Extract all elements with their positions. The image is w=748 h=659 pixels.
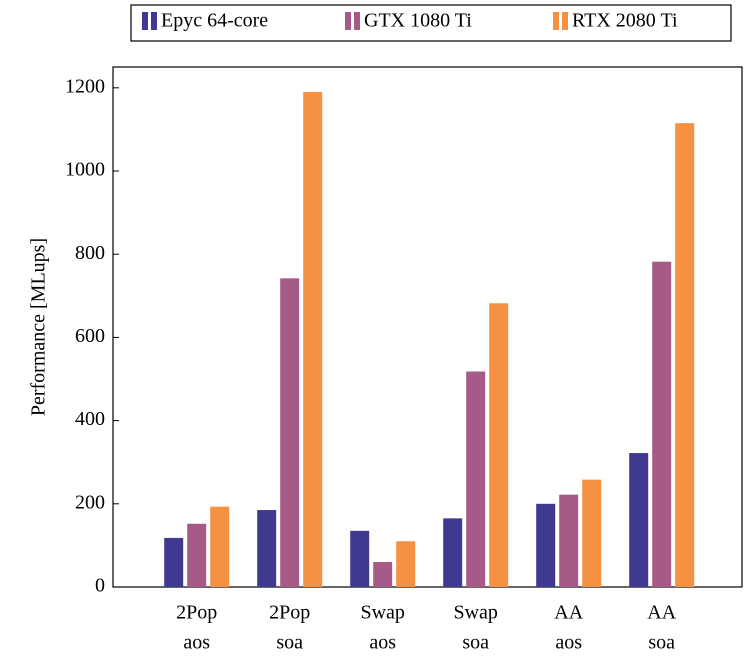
x-tick-label: aos xyxy=(183,632,210,654)
bar xyxy=(373,562,393,587)
legend-label: Epyc 64-core xyxy=(161,10,268,32)
legend-box xyxy=(130,4,732,42)
bar xyxy=(280,278,300,587)
bar xyxy=(536,503,556,587)
bar xyxy=(187,523,207,587)
plot-frame xyxy=(112,66,743,588)
y-tick-label: 200 xyxy=(75,491,105,513)
y-tick-label: 800 xyxy=(75,242,105,264)
y-tick-label: 0 xyxy=(95,575,105,597)
y-tick-label: 600 xyxy=(75,325,105,347)
bar xyxy=(443,518,463,587)
bar xyxy=(466,371,486,587)
legend-swatch xyxy=(354,12,360,30)
bar xyxy=(257,510,277,587)
bar xyxy=(652,261,672,587)
bar xyxy=(582,479,602,587)
bar xyxy=(164,537,184,587)
x-tick-label: aos xyxy=(555,632,582,654)
y-tick-label: 1000 xyxy=(65,159,105,181)
x-tick-label: soa xyxy=(648,632,675,654)
bar xyxy=(629,453,649,587)
x-tick-label: soa xyxy=(462,632,489,654)
x-tick-label: Swap xyxy=(453,602,497,624)
legend-swatch xyxy=(345,12,351,30)
bar xyxy=(303,91,323,588)
bar xyxy=(350,530,370,587)
x-tick-label: 2Pop xyxy=(269,602,310,624)
x-tick-label: soa xyxy=(276,632,303,654)
x-tick-label: aos xyxy=(369,632,396,654)
x-tick-label: AA xyxy=(554,602,583,624)
legend-swatch xyxy=(142,12,148,30)
legend-label: RTX 2080 Ti xyxy=(572,10,678,32)
bar xyxy=(559,494,579,587)
legend-swatch xyxy=(151,12,157,30)
x-tick-label: AA xyxy=(647,602,676,624)
legend-label: GTX 1080 Ti xyxy=(364,10,472,32)
x-tick-label: Swap xyxy=(360,602,404,624)
y-axis-label: Performance [MLups] xyxy=(28,238,50,416)
bar xyxy=(489,303,509,587)
x-tick-label: 2Pop xyxy=(176,602,217,624)
y-tick-label: 400 xyxy=(75,408,105,430)
legend-swatch xyxy=(553,12,559,30)
bar xyxy=(675,123,695,587)
legend-swatch xyxy=(562,12,568,30)
y-tick-label: 1200 xyxy=(65,75,105,97)
bar xyxy=(210,506,230,587)
bar xyxy=(396,541,416,587)
